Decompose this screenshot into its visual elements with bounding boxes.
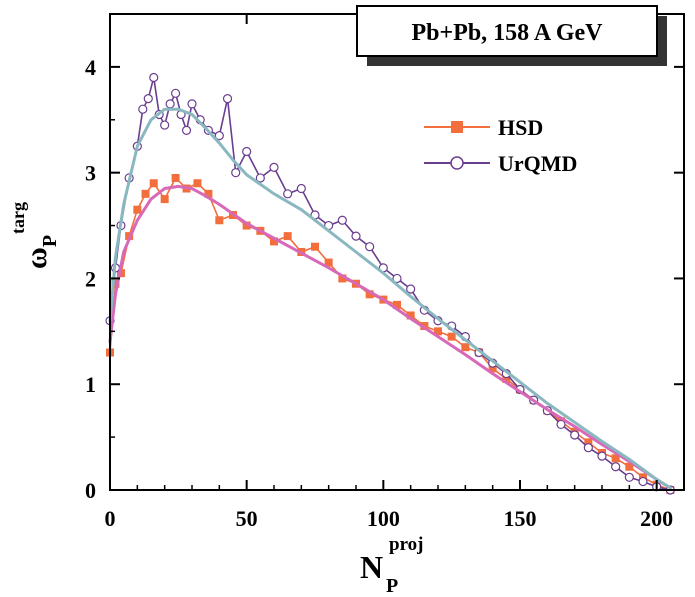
- data-layer: [105, 72, 675, 495]
- series-hsd-point: [393, 300, 401, 309]
- series-urqmd-point: [611, 462, 621, 472]
- x-tick-label: 200: [640, 506, 673, 531]
- x-axis-label: N proj P: [360, 534, 423, 597]
- x-tick-label: 0: [105, 506, 116, 531]
- y-axis-label-sup: targ: [8, 202, 28, 234]
- series-hsd-point: [488, 364, 497, 373]
- series-urqmd-point: [187, 99, 197, 109]
- series-urqmd-point: [597, 451, 607, 461]
- series-urqmd-point: [181, 125, 192, 135]
- title-box-frame: [356, 5, 658, 57]
- series-hsd-point: [141, 189, 150, 198]
- series-urqmd-point: [138, 104, 148, 114]
- series-hsd-point: [215, 216, 224, 225]
- series-hsd-point: [311, 242, 319, 251]
- series-urqmd-point: [351, 231, 361, 241]
- series-hsd-fit-curve: [108, 184, 672, 490]
- series-urqmd-point: [242, 146, 252, 157]
- y-axis-label-main: ω: [20, 247, 53, 269]
- series-hsd-point: [365, 290, 374, 299]
- series-urqmd-fit-curve: [108, 107, 672, 490]
- chart-title: Pb+Pb, 158 A GeV: [411, 20, 603, 46]
- series-urqmd-point: [143, 94, 153, 104]
- series-urqmd-point: [583, 443, 593, 453]
- series-urqmd-point: [392, 273, 402, 284]
- series-hsd-point: [204, 189, 213, 198]
- series-urqmd-point: [337, 215, 347, 225]
- series-hsd-point: [149, 179, 158, 188]
- series-hsd-point: [324, 258, 333, 267]
- series-hsd-point: [611, 454, 620, 463]
- x-tick-label: 50: [236, 506, 258, 531]
- legend-urqmd-label: UrQMD: [498, 151, 577, 176]
- x-tick-label: 150: [504, 506, 537, 531]
- series-hsd-point: [447, 332, 456, 341]
- series-urqmd-point: [570, 430, 580, 440]
- series-urqmd-point: [296, 183, 306, 194]
- y-tick-label: 2: [85, 266, 96, 291]
- series-hsd-point: [242, 221, 251, 230]
- series-urqmd-point: [624, 472, 634, 482]
- title-box: Pb+Pb, 158 A GeV: [356, 5, 667, 66]
- series-urqmd-point: [149, 72, 159, 83]
- series-hsd-point: [502, 374, 511, 383]
- y-axis-label-sub: P: [39, 235, 61, 247]
- series-urqmd-point: [365, 242, 375, 252]
- series-urqmd-point: [165, 99, 175, 109]
- series-hsd-point: [133, 205, 142, 214]
- series-hsd-point: [338, 274, 347, 283]
- series-hsd-point: [434, 327, 442, 336]
- series-hsd-point: [160, 195, 169, 204]
- series-hsd-point: [270, 237, 278, 246]
- y-axis-label: ωP targ: [8, 202, 61, 269]
- x-axis-label-main: N: [360, 549, 383, 585]
- series-urqmd-point: [638, 476, 648, 487]
- series-urqmd-point: [556, 419, 566, 430]
- series-urqmd-point: [269, 162, 279, 172]
- y-tick-label: 4: [85, 55, 96, 80]
- series-hsd-point: [283, 232, 292, 241]
- series-urqmd-point: [406, 284, 416, 294]
- x-axis-label-sup: proj: [389, 534, 423, 555]
- series-hsd-point: [584, 438, 593, 447]
- series-hsd-point: [406, 311, 415, 320]
- series-urqmd-point: [222, 94, 233, 104]
- x-axis-label-sub: P: [386, 575, 398, 597]
- svg-text:ωP: ωP: [20, 235, 61, 269]
- series-urqmd-point: [283, 189, 293, 199]
- legend-hsd-label: HSD: [498, 115, 543, 140]
- series-hsd-point: [111, 279, 120, 288]
- series-urqmd-point: [160, 120, 170, 130]
- legend: HSD UrQMD: [424, 115, 577, 176]
- series-hsd-point: [193, 179, 202, 188]
- legend-hsd-marker: [451, 121, 463, 133]
- series-urqmd-point: [171, 88, 181, 98]
- series-urqmd-point: [255, 173, 265, 183]
- series-hsd-point: [171, 173, 180, 182]
- x-tick-label: 100: [367, 506, 400, 531]
- series-urqmd-line: [109, 77, 671, 491]
- y-tick-label: 3: [85, 161, 96, 186]
- y-tick-label: 1: [85, 372, 96, 397]
- series-hsd-point: [461, 343, 470, 352]
- legend-urqmd-marker: [450, 156, 464, 170]
- series-urqmd-point: [231, 168, 241, 178]
- series-urqmd-point: [214, 131, 224, 141]
- y-tick-label: 0: [85, 478, 96, 503]
- series-hsd-point: [625, 462, 634, 471]
